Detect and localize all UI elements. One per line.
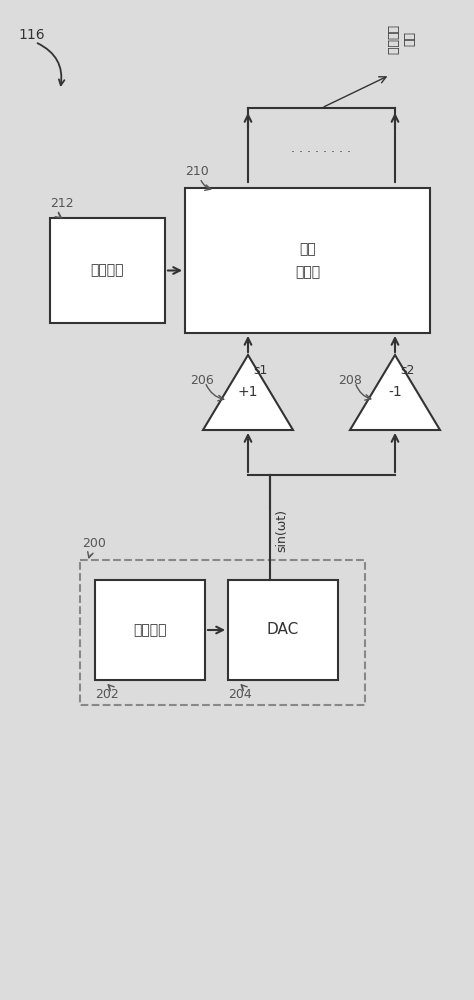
Text: s2: s2 xyxy=(400,363,414,376)
Bar xyxy=(50,218,165,323)
Text: 202: 202 xyxy=(95,688,119,701)
FancyArrowPatch shape xyxy=(37,43,64,85)
Text: 206: 206 xyxy=(190,373,214,386)
Text: sin(ωt): sin(ωt) xyxy=(275,508,288,552)
Bar xyxy=(228,580,338,680)
Bar xyxy=(95,580,205,680)
Text: DAC: DAC xyxy=(267,622,299,638)
Text: 多个
激励信号: 多个 激励信号 xyxy=(385,25,414,55)
Text: . . . . . . . .: . . . . . . . . xyxy=(292,141,352,154)
Text: 208: 208 xyxy=(338,373,362,386)
Text: s1: s1 xyxy=(253,363,267,376)
Text: 116: 116 xyxy=(18,28,45,42)
Text: 212: 212 xyxy=(50,197,73,210)
Text: 204: 204 xyxy=(228,688,252,701)
Polygon shape xyxy=(350,355,440,430)
Text: 200: 200 xyxy=(82,537,106,550)
Text: +1: +1 xyxy=(238,385,258,399)
Text: 驱动
复用器: 驱动 复用器 xyxy=(295,242,320,279)
Bar xyxy=(185,188,430,333)
Text: 210: 210 xyxy=(185,165,209,178)
Text: 编码矩阵: 编码矩阵 xyxy=(91,263,124,277)
Text: 正弦波表: 正弦波表 xyxy=(133,623,167,637)
Polygon shape xyxy=(203,355,293,430)
Text: -1: -1 xyxy=(388,385,402,399)
Bar xyxy=(80,560,365,705)
